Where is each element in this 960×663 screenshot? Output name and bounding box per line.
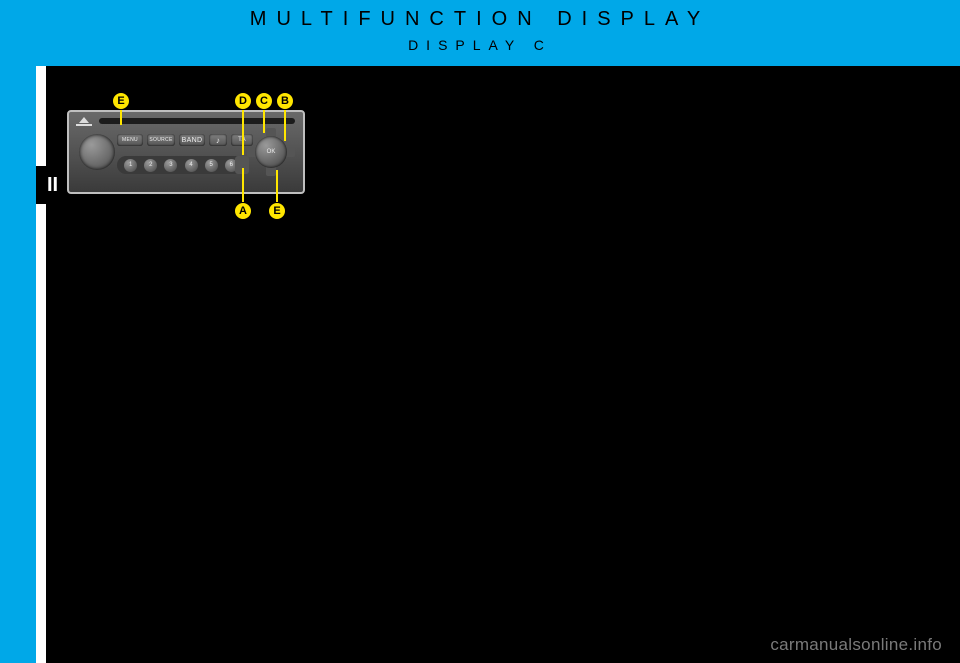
- page-root: MULTIFUNCTION DISPLAY DISPLAY C II MENU …: [0, 0, 960, 663]
- callout-leader: [120, 109, 122, 125]
- callout-leader: [263, 109, 265, 133]
- header-title: MULTIFUNCTION DISPLAY: [0, 0, 960, 31]
- callout-leader: [276, 170, 278, 202]
- callout-label: A: [234, 202, 252, 220]
- menu-button: MENU: [117, 134, 143, 146]
- callout-leader: [242, 109, 244, 155]
- preset-button: 2: [144, 159, 157, 172]
- watermark-text: carmanualsonline.info: [770, 635, 942, 655]
- music-button: ♪: [209, 134, 227, 146]
- preset-button: 1: [124, 159, 137, 172]
- source-button: SOURCE: [147, 134, 175, 146]
- callout-label: C: [255, 92, 273, 110]
- callout-label: B: [276, 92, 294, 110]
- band-button: BAND: [179, 134, 205, 146]
- preset-button: 4: [185, 159, 198, 172]
- chapter-tab: II: [36, 166, 69, 204]
- callout-label: E: [268, 202, 286, 220]
- ok-knob: OK: [255, 136, 287, 168]
- callout-leader: [284, 109, 286, 141]
- preset-button: 3: [164, 159, 177, 172]
- callout-label: D: [234, 92, 252, 110]
- header-subtitle: DISPLAY C: [0, 31, 960, 53]
- callout-label: E: [112, 92, 130, 110]
- header-bar: MULTIFUNCTION DISPLAY DISPLAY C: [0, 0, 960, 66]
- volume-knob: [79, 134, 115, 170]
- nav-knob-wrap: OK: [249, 130, 293, 174]
- left-sidebar: [0, 0, 36, 663]
- eject-icon-bar: [76, 124, 92, 126]
- preset-row: 1 2 3 4 5 6: [117, 156, 245, 174]
- radio-unit: MENU SOURCE BAND ♪ TA 1 2 3 4 5 6 OK: [67, 110, 305, 194]
- callout-leader: [242, 168, 244, 202]
- eject-icon: [79, 117, 89, 123]
- sidebar-gutter: [36, 66, 46, 663]
- cd-slot: [99, 118, 295, 124]
- preset-button: 5: [205, 159, 218, 172]
